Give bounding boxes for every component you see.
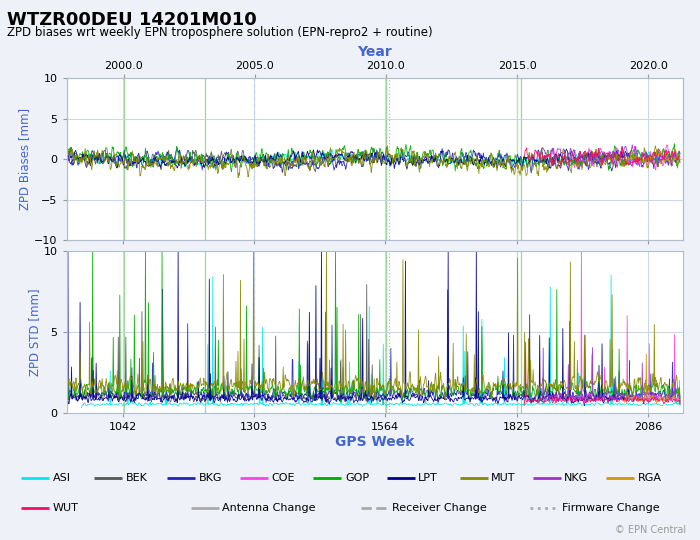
Text: RGA: RGA bbox=[638, 473, 662, 483]
Text: Receiver Change: Receiver Change bbox=[392, 503, 486, 512]
Text: GPS Week: GPS Week bbox=[335, 435, 414, 449]
Y-axis label: ZPD Biases [mm]: ZPD Biases [mm] bbox=[18, 108, 32, 211]
Text: BKG: BKG bbox=[199, 473, 222, 483]
X-axis label: Year: Year bbox=[357, 45, 392, 59]
Text: LPT: LPT bbox=[418, 473, 438, 483]
Text: Antenna Change: Antenna Change bbox=[222, 503, 316, 512]
Text: ASI: ASI bbox=[52, 473, 71, 483]
Text: BEK: BEK bbox=[125, 473, 148, 483]
Text: WTZR00DEU 14201M010: WTZR00DEU 14201M010 bbox=[7, 11, 257, 29]
Text: ZPD biases wrt weekly EPN troposphere solution (EPN-repro2 + routine): ZPD biases wrt weekly EPN troposphere so… bbox=[7, 26, 433, 39]
Text: WUT: WUT bbox=[52, 503, 78, 512]
Text: GOP: GOP bbox=[345, 473, 369, 483]
Text: Firmware Change: Firmware Change bbox=[562, 503, 659, 512]
Text: NKG: NKG bbox=[564, 473, 589, 483]
Text: MUT: MUT bbox=[491, 473, 516, 483]
Text: COE: COE bbox=[272, 473, 295, 483]
Y-axis label: ZPD STD [mm]: ZPD STD [mm] bbox=[28, 288, 41, 376]
Text: © EPN Central: © EPN Central bbox=[615, 524, 686, 535]
